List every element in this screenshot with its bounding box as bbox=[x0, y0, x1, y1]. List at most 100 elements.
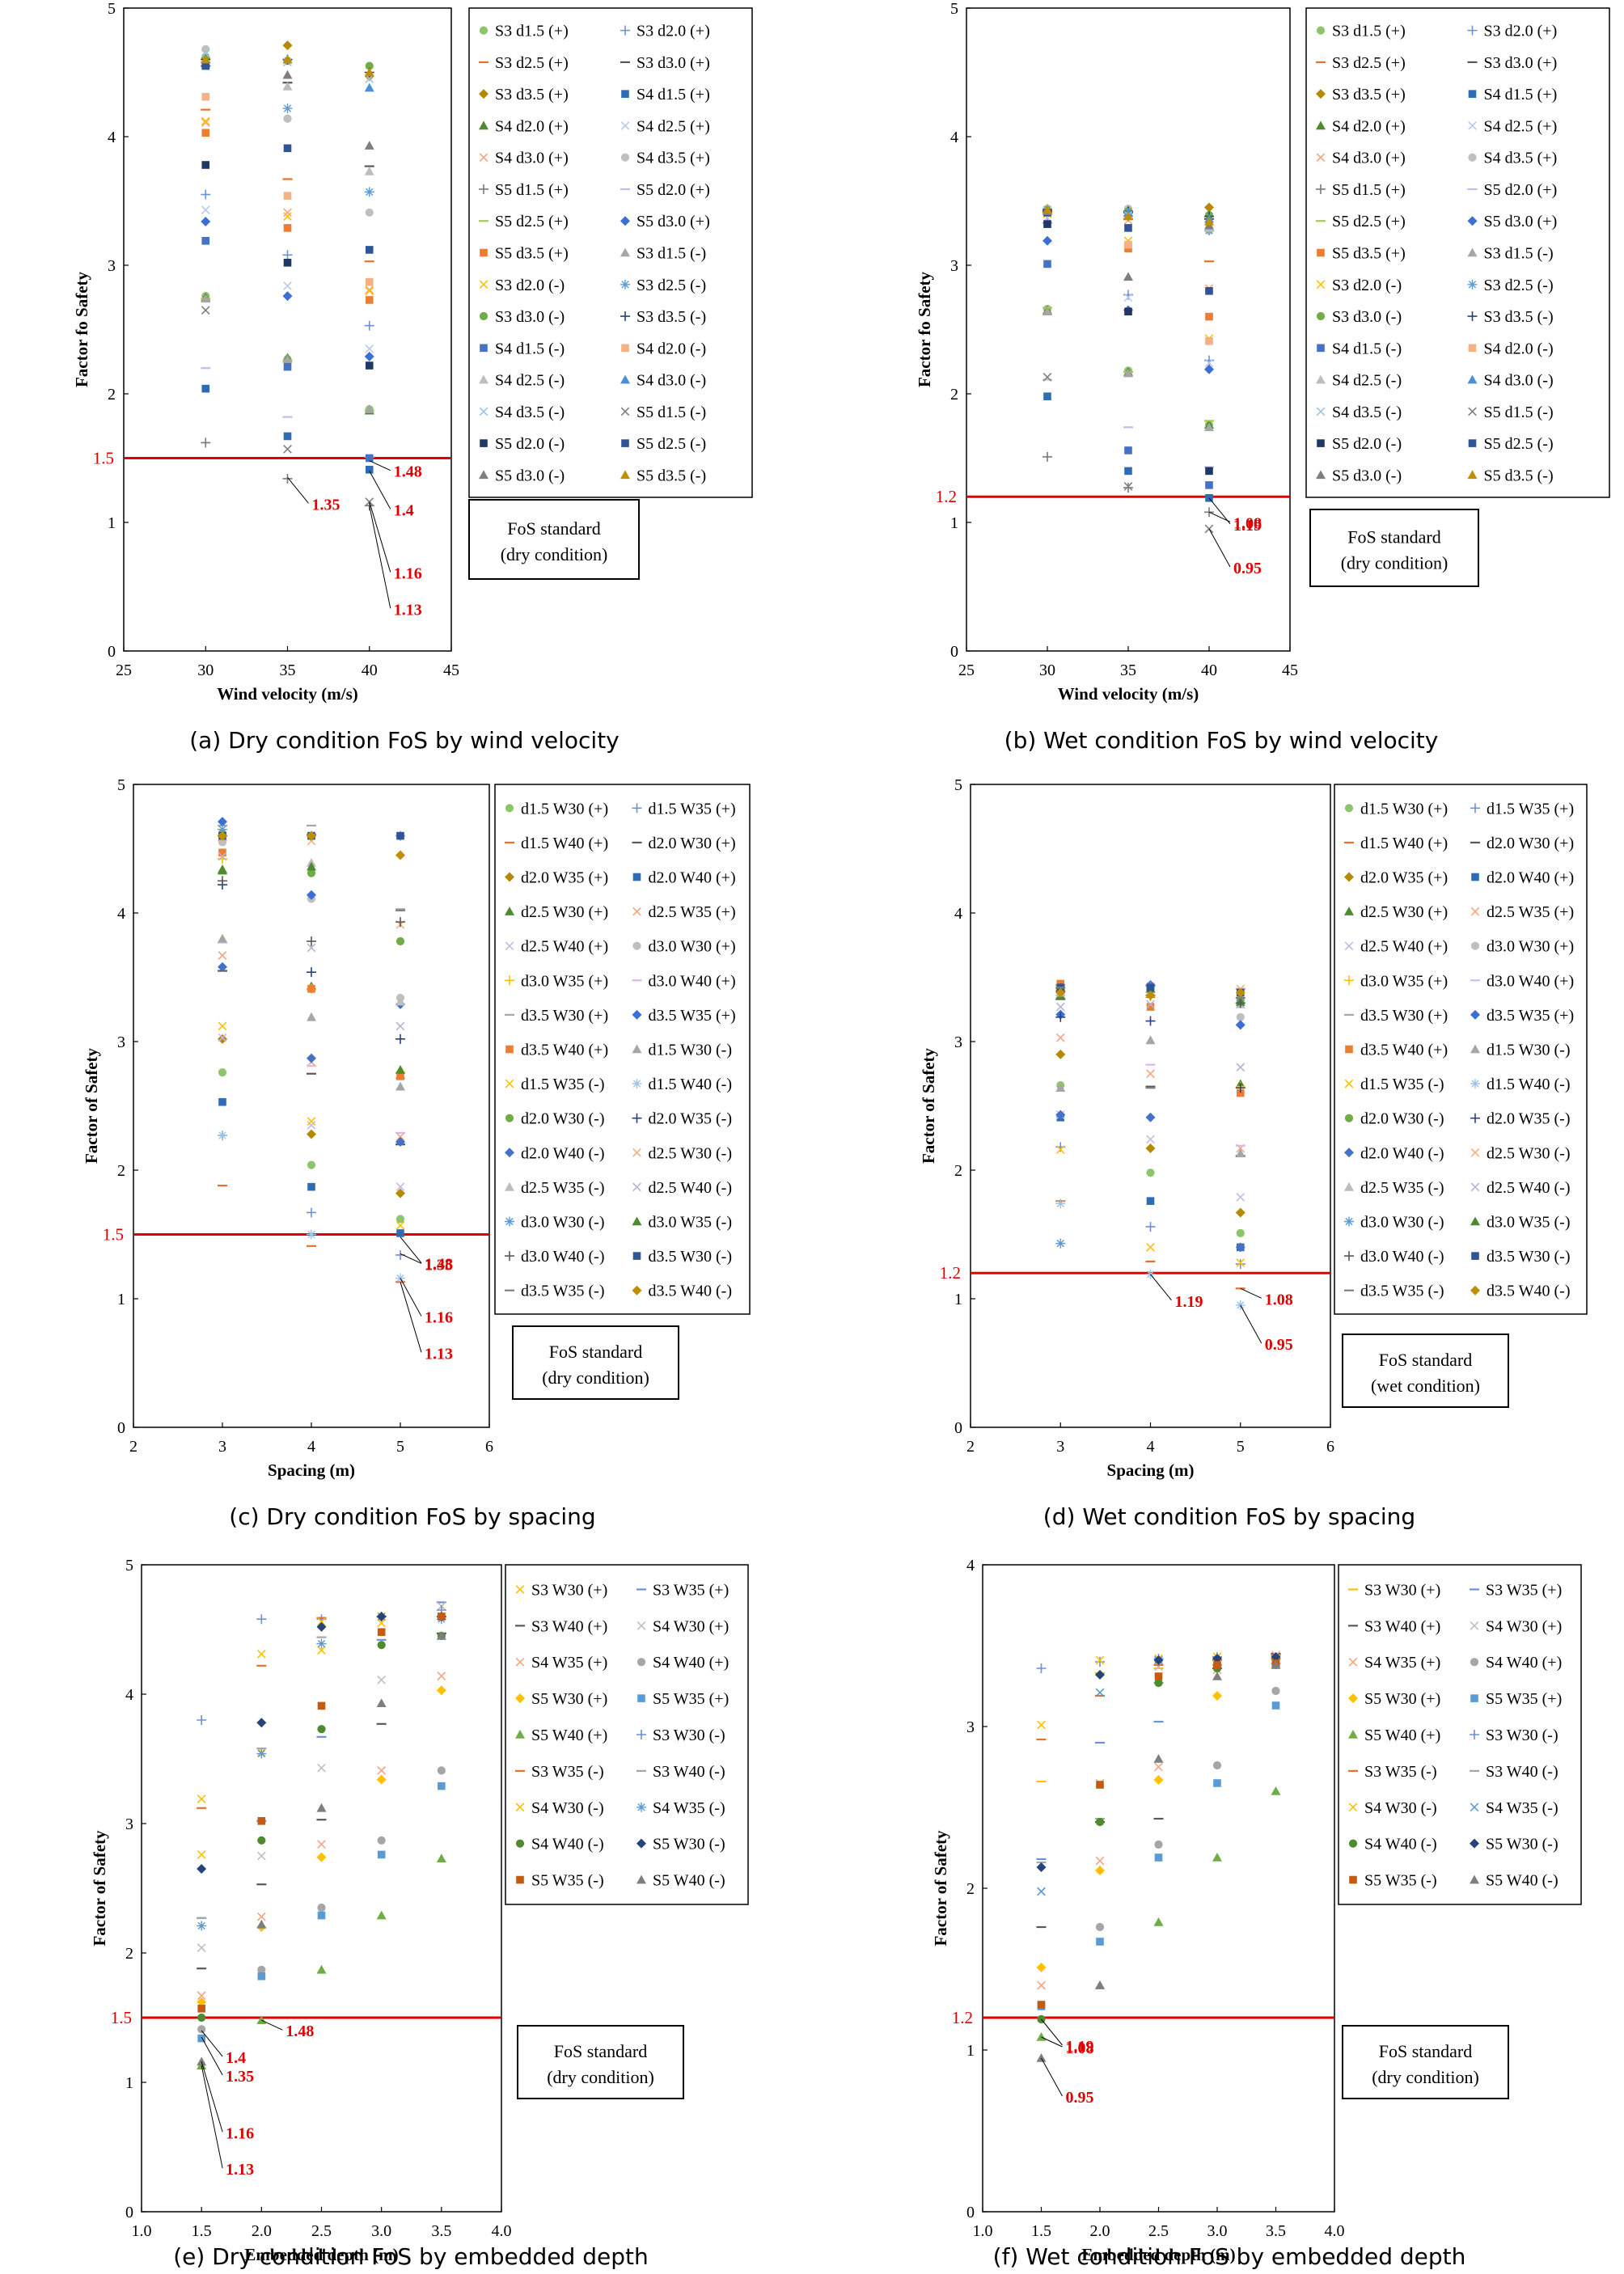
legend-marker bbox=[1316, 470, 1326, 480]
data-point bbox=[201, 189, 211, 200]
data-point bbox=[307, 831, 316, 841]
legend-entry: d2.5 W30 (-) bbox=[649, 1144, 733, 1162]
legend-marker bbox=[1344, 1181, 1354, 1191]
legend-marker bbox=[515, 1730, 525, 1739]
legend-box bbox=[468, 7, 753, 498]
fos-standard-condition: (wet condition) bbox=[1371, 1376, 1480, 1396]
legend-entry: d1.5 W40 (+) bbox=[1360, 835, 1448, 852]
legend-entry: d1.5 W30 (+) bbox=[1360, 800, 1448, 818]
legend-entry: S4 d1.5 (-) bbox=[1332, 340, 1402, 357]
data-point bbox=[307, 890, 316, 900]
legend-marker bbox=[480, 344, 488, 353]
legend-marker bbox=[1471, 873, 1479, 881]
legend-entry: d2.5 W35 (+) bbox=[649, 903, 736, 921]
legend-marker bbox=[1467, 25, 1478, 36]
data-point bbox=[364, 404, 374, 413]
data-point bbox=[1096, 1938, 1104, 1946]
data-point bbox=[282, 81, 293, 91]
data-point bbox=[376, 1774, 387, 1785]
data-point bbox=[395, 1033, 405, 1044]
legend-marker bbox=[1467, 374, 1478, 384]
data-point bbox=[201, 118, 210, 127]
x-tick-label: 25 bbox=[116, 661, 132, 679]
legend-marker bbox=[1470, 1113, 1480, 1123]
legend-entry: S3 W35 (+) bbox=[653, 1581, 729, 1599]
data-point bbox=[1212, 1760, 1222, 1770]
data-point bbox=[1036, 1862, 1047, 1872]
legend-entry: d2.5 W35 (+) bbox=[1487, 903, 1574, 921]
legend-entry: S3 d1.5 (-) bbox=[636, 245, 706, 263]
legend-entry: S4 W40 (-) bbox=[1364, 1836, 1437, 1853]
data-point bbox=[1213, 1779, 1221, 1787]
legend-entry: S3 d2.0 (-) bbox=[495, 277, 565, 294]
annotation-leader bbox=[287, 477, 309, 504]
data-point bbox=[396, 1072, 404, 1080]
x-tick-label: 40 bbox=[1201, 661, 1217, 679]
data-point bbox=[317, 1646, 326, 1655]
data-point bbox=[1145, 1016, 1156, 1026]
data-point bbox=[201, 294, 211, 303]
data-point bbox=[256, 1851, 266, 1861]
fos-standard-box bbox=[1309, 509, 1479, 587]
data-point bbox=[282, 54, 293, 64]
legend-entry: S4 W30 (+) bbox=[653, 1617, 729, 1635]
legend-entry: S4 W30 (-) bbox=[531, 1799, 604, 1817]
annotation-leader bbox=[1208, 528, 1231, 568]
legend-entry: S5 d2.5 (-) bbox=[636, 435, 706, 453]
legend-marker bbox=[1344, 975, 1354, 986]
data-point bbox=[395, 1081, 405, 1091]
data-point bbox=[377, 1676, 387, 1684]
data-point bbox=[256, 1718, 267, 1728]
data-point bbox=[377, 1850, 386, 1859]
x-axis-label: Wind velocity (m/s) bbox=[1058, 684, 1199, 704]
data-point bbox=[1042, 235, 1052, 246]
legend-entry: d2.0 W35 (-) bbox=[649, 1110, 733, 1128]
legend-marker bbox=[505, 804, 514, 813]
data-point bbox=[218, 817, 227, 827]
annotation-label: 1.48 bbox=[285, 2023, 314, 2040]
data-point bbox=[1205, 337, 1213, 345]
data-point bbox=[283, 362, 292, 371]
data-point bbox=[218, 876, 227, 886]
fos-standard-value: 1.5 bbox=[103, 1225, 124, 1245]
legend-entry: d3.5 W30 (-) bbox=[649, 1248, 733, 1266]
legend-marker bbox=[1348, 1693, 1358, 1704]
legend-entry: d3.5 W40 (+) bbox=[521, 1042, 608, 1059]
x-tick-label: 4.0 bbox=[492, 2222, 512, 2240]
data-point bbox=[201, 54, 211, 64]
data-point bbox=[1271, 1660, 1281, 1669]
legend-box bbox=[505, 1564, 749, 1905]
legend-entry: d2.5 W30 (+) bbox=[521, 903, 608, 921]
legend-marker bbox=[621, 90, 629, 98]
data-point bbox=[1204, 422, 1214, 432]
legend-entry: S3 d2.5 (-) bbox=[636, 277, 706, 294]
legend-marker bbox=[1344, 941, 1354, 951]
legend-entry: S5 d2.5 (+) bbox=[495, 213, 569, 230]
data-point bbox=[364, 166, 374, 175]
legend-entry: d2.0 W30 (-) bbox=[521, 1110, 605, 1128]
data-point bbox=[1124, 446, 1132, 454]
legend-entry: S3 W35 (+) bbox=[1486, 1581, 1562, 1599]
data-point bbox=[1095, 1922, 1105, 1932]
y-tick-label: 2 bbox=[125, 1945, 133, 1963]
panel-caption: (d) Wet condition FoS by spacing bbox=[1043, 1503, 1415, 1530]
data-points bbox=[1042, 202, 1214, 534]
data-point bbox=[256, 1919, 267, 1929]
y-tick-label: 3 bbox=[950, 257, 958, 275]
legend-entry: d2.0 W40 (+) bbox=[649, 869, 736, 887]
x-axis-label: Wind velocity (m/s) bbox=[217, 684, 358, 704]
y-tick-label: 0 bbox=[117, 1419, 125, 1437]
data-point bbox=[201, 161, 210, 169]
data-point bbox=[365, 344, 374, 353]
data-point bbox=[307, 1207, 316, 1218]
data-point bbox=[283, 259, 292, 267]
legend-marker bbox=[621, 344, 629, 353]
data-point bbox=[1146, 1135, 1155, 1144]
legend-entry: S5 W30 (-) bbox=[1486, 1836, 1558, 1853]
legend-marker bbox=[1471, 1252, 1479, 1260]
data-point bbox=[438, 1782, 446, 1790]
data-point bbox=[201, 61, 210, 70]
legend-entry: S3 W40 (+) bbox=[531, 1617, 607, 1635]
data-point bbox=[1212, 1672, 1222, 1680]
x-tick-label: 1.5 bbox=[1031, 2222, 1051, 2240]
